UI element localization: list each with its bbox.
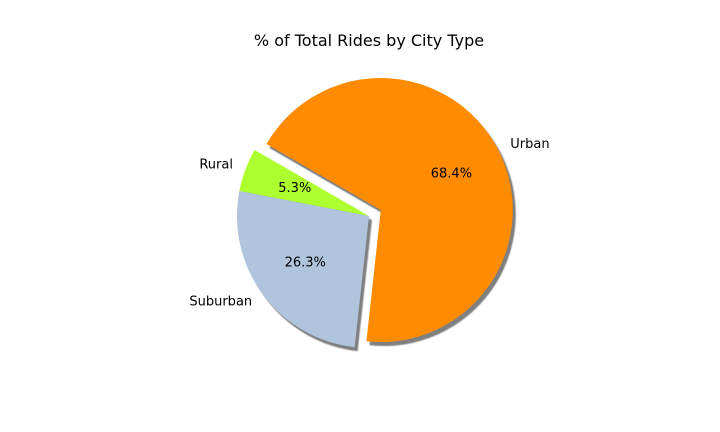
slice-rural [239,150,369,216]
slice-layer [237,78,513,348]
slice-value-label-suburban: 26.3% [285,256,326,271]
slice-label-suburban: Suburban [189,295,252,310]
slice-label-rural: Rural [199,158,233,173]
slice-label-urban: Urban [510,137,549,152]
slice-urban [266,78,513,343]
chart-title: % of Total Rides by City Type [254,31,484,50]
slice-value-label-urban: 68.4% [431,167,472,182]
slice-value-label-rural: 5.3% [278,181,311,196]
label-layer: Rural 5.3% Suburban 26.3% Urban 68.4% [189,137,549,310]
slice-suburban [237,190,369,348]
